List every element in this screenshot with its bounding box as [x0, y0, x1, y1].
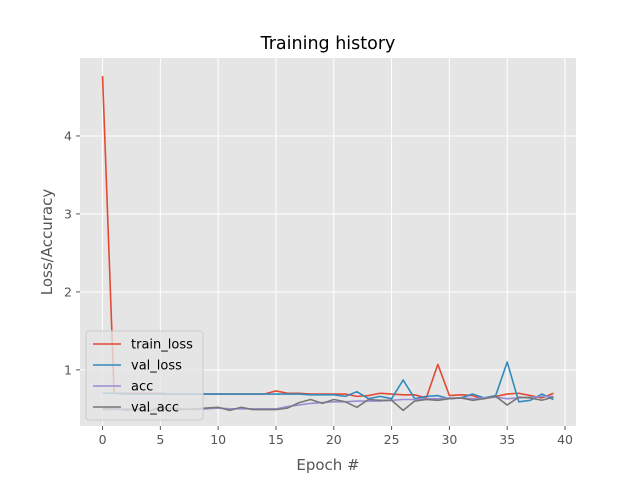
chart-title: Training history: [260, 34, 396, 54]
legend-box: [85, 330, 204, 421]
y-tick-label: 4: [64, 128, 72, 143]
y-axis-label: Loss/Accuracy: [38, 189, 56, 296]
x-axis-label: Epoch #: [296, 456, 359, 474]
x-tick-label: 40: [557, 432, 573, 447]
y-tick-label: 3: [64, 206, 72, 221]
y-axis-ticks: 1 2 3 4: [64, 128, 80, 377]
legend-label-val-acc: val_acc: [131, 401, 179, 416]
x-tick-label: 0: [99, 432, 107, 447]
x-axis-ticks: 0 5 10 15 20 25 30 35 40: [99, 426, 573, 447]
x-tick-label: 20: [326, 432, 342, 447]
legend-label-val-loss: val_loss: [131, 359, 182, 374]
legend-label-train-loss: train_loss: [131, 338, 193, 353]
x-tick-label: 30: [441, 432, 457, 447]
y-tick-label: 1: [64, 362, 72, 377]
x-tick-label: 5: [156, 432, 164, 447]
x-tick-label: 25: [384, 432, 400, 447]
x-tick-label: 10: [210, 432, 226, 447]
x-tick-label: 15: [268, 432, 284, 447]
legend-label-acc: acc: [131, 380, 153, 395]
y-tick-label: 2: [64, 284, 72, 299]
x-tick-label: 35: [499, 432, 515, 447]
